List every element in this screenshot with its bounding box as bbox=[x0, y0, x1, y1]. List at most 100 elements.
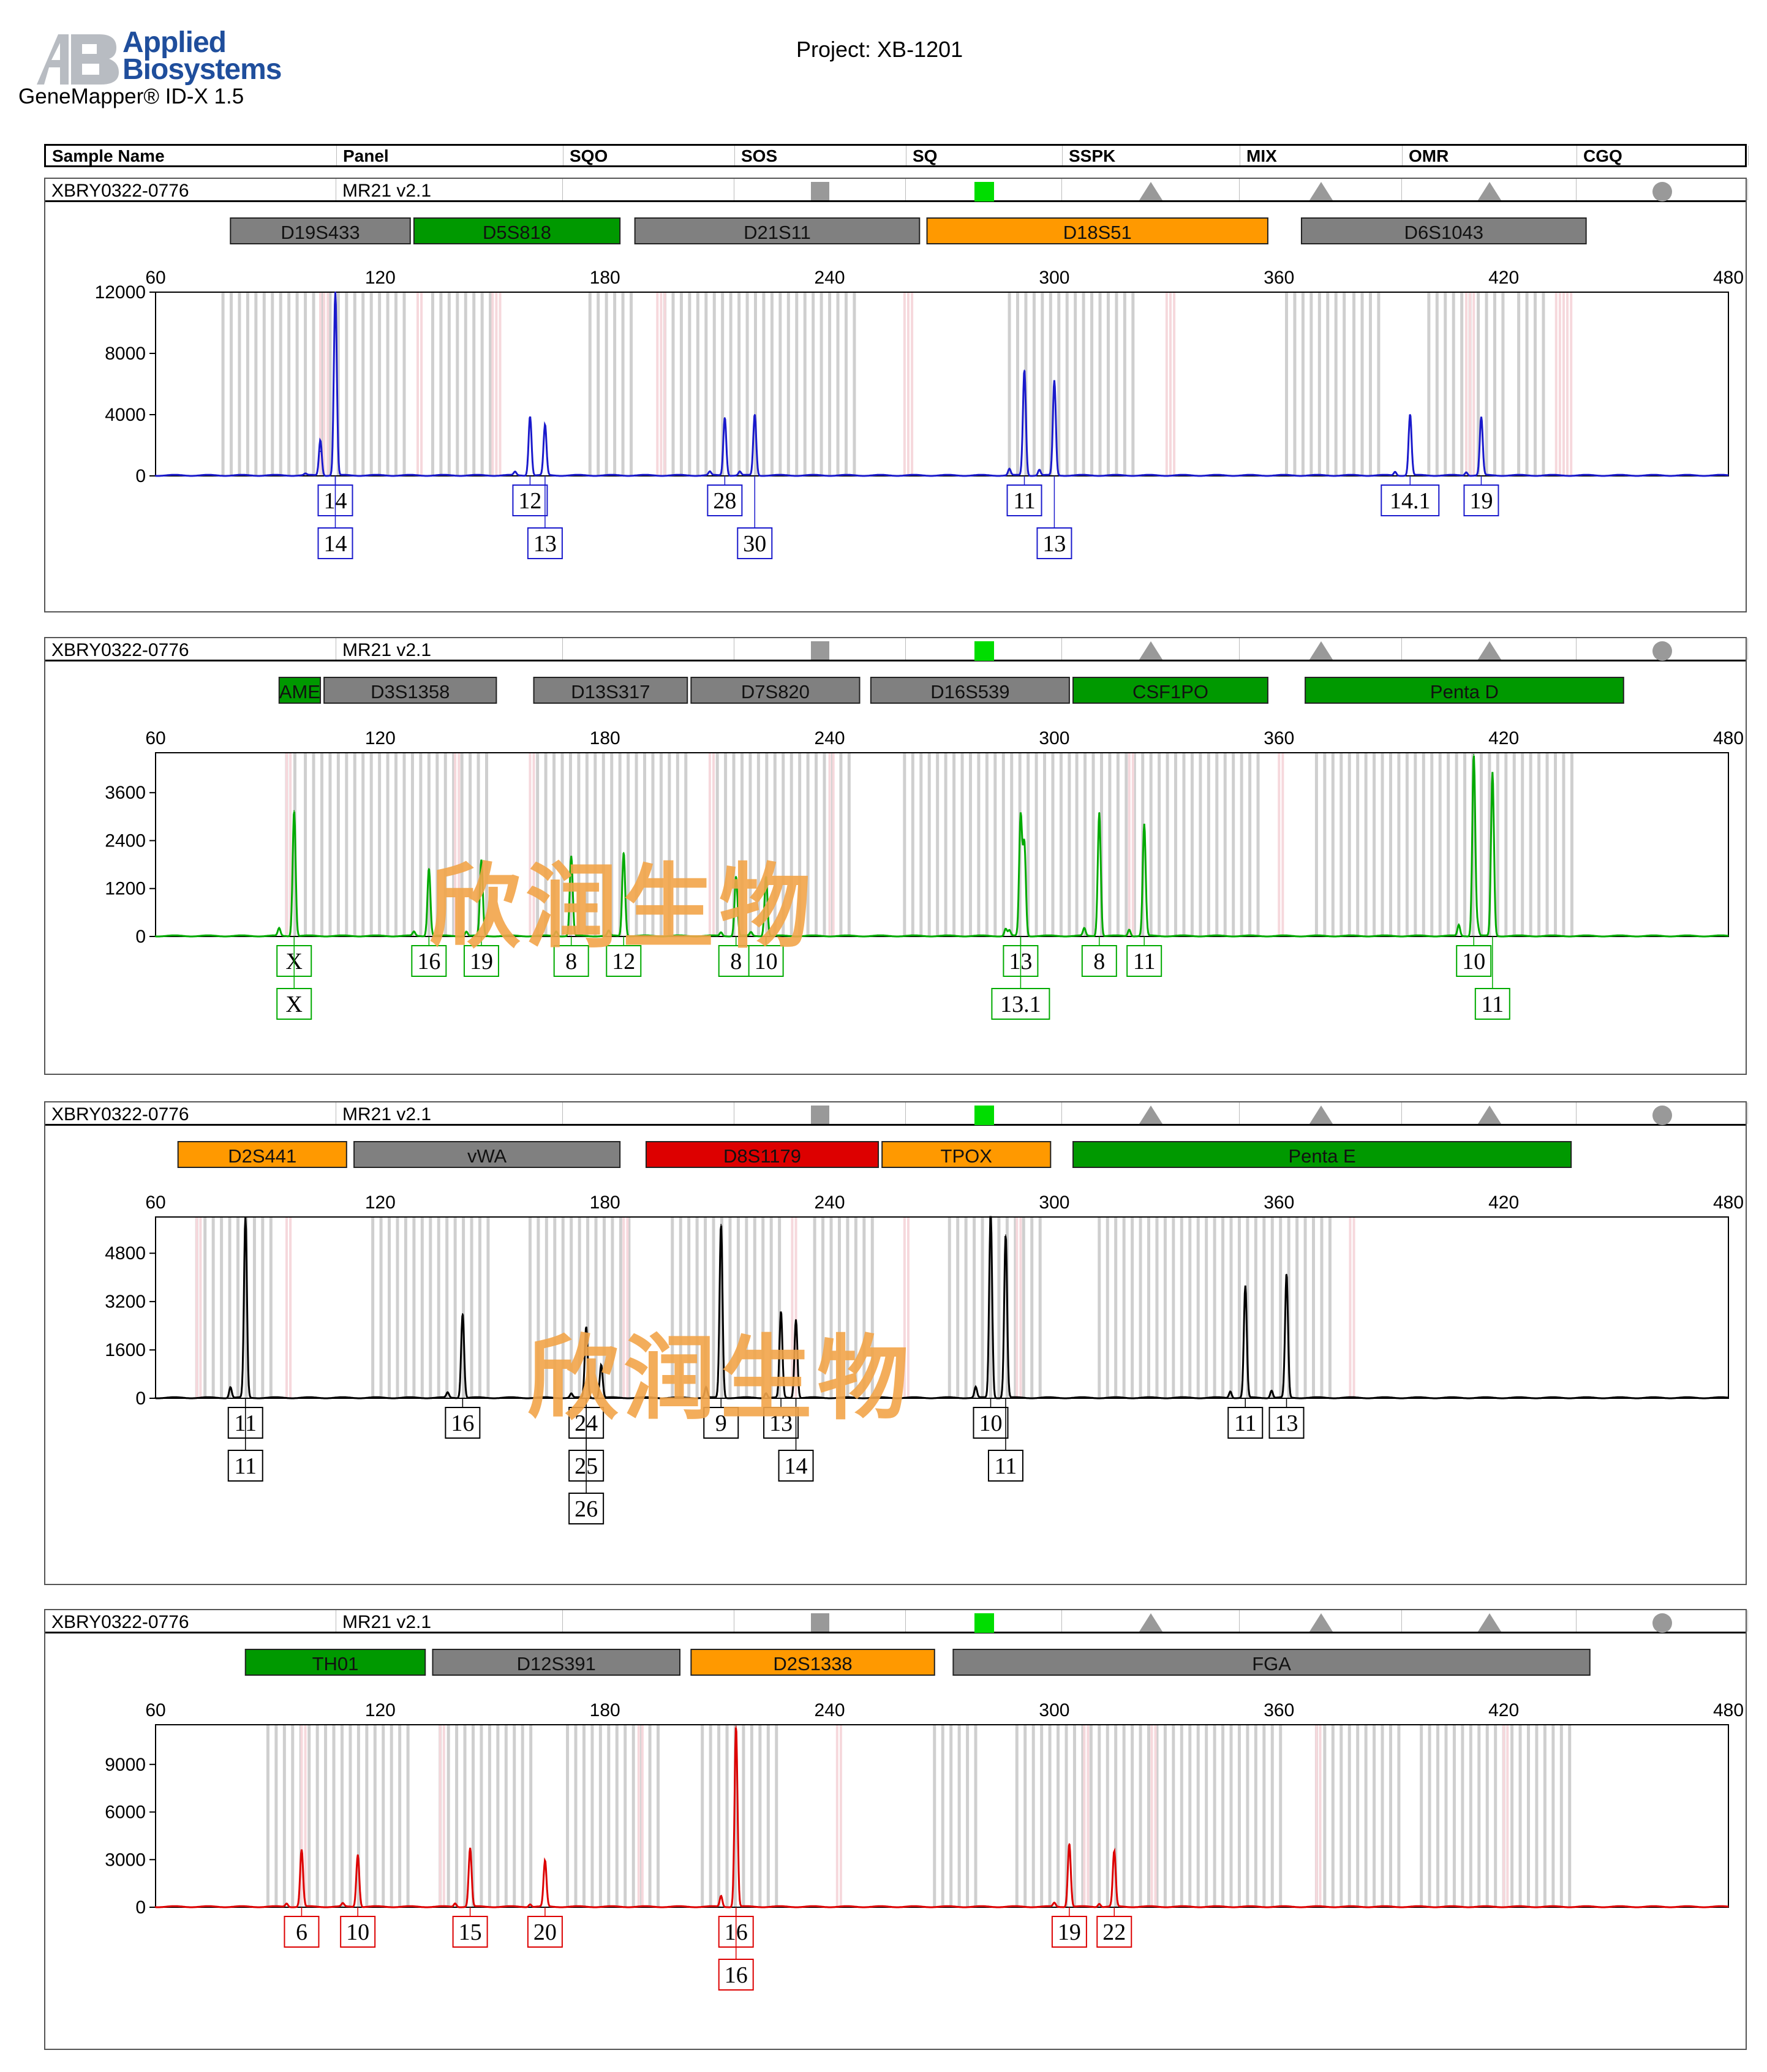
omr-flag-icon[interactable] bbox=[1477, 641, 1501, 660]
allele-box[interactable] bbox=[317, 527, 353, 559]
mix-flag-icon[interactable] bbox=[1309, 1613, 1333, 1632]
allele-box[interactable] bbox=[778, 1450, 814, 1482]
allele-box[interactable] bbox=[1456, 945, 1492, 977]
allele-box[interactable] bbox=[284, 1916, 320, 1948]
omr-flag-icon[interactable] bbox=[1477, 1613, 1501, 1632]
allele-box[interactable] bbox=[227, 1450, 263, 1482]
x-tick-label: 240 bbox=[815, 268, 845, 288]
flag-cell bbox=[1402, 1102, 1577, 1124]
cgq-flag-icon[interactable] bbox=[1652, 1613, 1672, 1633]
marker-D5S818[interactable]: D5S818 bbox=[413, 217, 621, 244]
allele-box[interactable] bbox=[737, 527, 773, 559]
marker-D21S11[interactable]: D21S11 bbox=[634, 217, 921, 244]
marker-D2S441[interactable]: D2S441 bbox=[177, 1141, 347, 1168]
electropherogram: AME D3S1358 D13S317 D7S820 D16S539 CSF1PO Pent… bbox=[105, 677, 1744, 1020]
plot-frame bbox=[155, 1216, 1729, 1399]
marker-TH01[interactable]: TH01 bbox=[244, 1649, 426, 1676]
omr-flag-icon[interactable] bbox=[1477, 1106, 1501, 1124]
marker-FGA[interactable]: FGA bbox=[952, 1649, 1591, 1676]
allele-box[interactable] bbox=[276, 988, 312, 1020]
allele-box[interactable] bbox=[606, 945, 642, 977]
cgq-flag-icon[interactable] bbox=[1652, 182, 1672, 202]
sos-flag-icon[interactable] bbox=[811, 1613, 829, 1632]
allele-label: 8 bbox=[730, 949, 742, 974]
allele-box[interactable] bbox=[973, 1407, 1009, 1439]
sq-flag-icon[interactable] bbox=[974, 1106, 994, 1125]
marker-Penta-E[interactable]: Penta E bbox=[1072, 1141, 1572, 1168]
marker-D8S1179[interactable]: D8S1179 bbox=[645, 1141, 880, 1168]
allele-box[interactable] bbox=[568, 1493, 605, 1524]
marker-D12S391[interactable]: D12S391 bbox=[432, 1649, 680, 1676]
x-tick-label: 180 bbox=[590, 268, 620, 288]
marker-D6S1043[interactable]: D6S1043 bbox=[1300, 217, 1587, 244]
allele-box[interactable] bbox=[1268, 1407, 1305, 1439]
marker-D3S1358[interactable]: D3S1358 bbox=[323, 677, 497, 704]
y-tick-label: 3000 bbox=[105, 1850, 146, 1870]
cgq-flag-icon[interactable] bbox=[1652, 1106, 1672, 1125]
allele-box[interactable] bbox=[512, 484, 548, 516]
sspk-flag-icon[interactable] bbox=[1139, 641, 1162, 660]
allele-box[interactable] bbox=[411, 945, 447, 977]
y-tick-label: 0 bbox=[135, 1897, 146, 1918]
sample-row[interactable]: XBRY0322-0776 MR21 v2.1 bbox=[45, 179, 1748, 202]
omr-flag-icon[interactable] bbox=[1477, 182, 1501, 200]
peak-point bbox=[334, 292, 336, 293]
allele-box[interactable] bbox=[718, 1959, 754, 1991]
mix-flag-icon[interactable] bbox=[1309, 182, 1333, 200]
allele-box[interactable] bbox=[527, 527, 563, 559]
marker-Penta-D[interactable]: Penta D bbox=[1305, 677, 1624, 704]
allele-box[interactable] bbox=[748, 945, 784, 977]
allele-box[interactable] bbox=[707, 484, 743, 516]
sos-flag-icon[interactable] bbox=[811, 182, 829, 200]
sq-flag-icon[interactable] bbox=[974, 182, 994, 202]
flag-cell bbox=[1577, 638, 1748, 660]
sample-row[interactable]: XBRY0322-0776 MR21 v2.1 bbox=[45, 1102, 1748, 1126]
allele-box[interactable] bbox=[991, 988, 1050, 1020]
marker-D7S820[interactable]: D7S820 bbox=[690, 677, 861, 704]
allele-box[interactable] bbox=[553, 945, 589, 977]
marker-D2S1338[interactable]: D2S1338 bbox=[690, 1649, 935, 1676]
x-tick-label: 300 bbox=[1039, 728, 1069, 748]
sspk-flag-icon[interactable] bbox=[1139, 1106, 1162, 1124]
allele-box[interactable] bbox=[463, 945, 499, 977]
allele-box[interactable] bbox=[1096, 1916, 1132, 1948]
allele-box[interactable] bbox=[763, 1407, 799, 1439]
marker-D18S51[interactable]: D18S51 bbox=[926, 217, 1268, 244]
sos-flag-icon[interactable] bbox=[811, 641, 829, 660]
sq-flag-icon[interactable] bbox=[974, 1613, 994, 1633]
marker-D19S433[interactable]: D19S433 bbox=[230, 217, 411, 244]
allele-box[interactable] bbox=[1051, 1916, 1087, 1948]
marker-CSF1PO[interactable]: CSF1PO bbox=[1072, 677, 1268, 704]
allele-box[interactable] bbox=[527, 1916, 563, 1948]
sample-row[interactable]: XBRY0322-0776 MR21 v2.1 bbox=[45, 638, 1748, 661]
allele-box[interactable] bbox=[452, 1916, 488, 1948]
sspk-flag-icon[interactable] bbox=[1139, 1613, 1162, 1632]
allele-box[interactable] bbox=[1463, 484, 1499, 516]
allele-box[interactable] bbox=[1381, 484, 1440, 516]
sample-row[interactable]: XBRY0322-0776 MR21 v2.1 bbox=[45, 1610, 1748, 1633]
marker-D16S539[interactable]: D16S539 bbox=[870, 677, 1070, 704]
allele-box[interactable] bbox=[1081, 945, 1117, 977]
allele-box[interactable] bbox=[340, 1916, 376, 1948]
marker-vWA[interactable]: vWA bbox=[353, 1141, 621, 1168]
allele-box[interactable] bbox=[987, 1450, 1023, 1482]
allele-box[interactable] bbox=[1227, 1407, 1264, 1439]
cgq-flag-icon[interactable] bbox=[1652, 641, 1672, 661]
sos-flag-icon[interactable] bbox=[811, 1106, 829, 1124]
marker-AME[interactable]: AME bbox=[278, 677, 322, 704]
marker-TPOX[interactable]: TPOX bbox=[881, 1141, 1052, 1168]
marker-label: D6S1043 bbox=[1404, 222, 1483, 243]
mix-flag-icon[interactable] bbox=[1309, 1106, 1333, 1124]
allele-box[interactable] bbox=[1036, 527, 1072, 559]
mix-flag-icon[interactable] bbox=[1309, 641, 1333, 660]
allele-box[interactable] bbox=[1006, 484, 1042, 516]
sspk-flag-icon[interactable] bbox=[1139, 182, 1162, 200]
allele-box[interactable] bbox=[445, 1407, 481, 1439]
trace-line bbox=[154, 1727, 1729, 1908]
allele-label: 13 bbox=[1275, 1411, 1298, 1436]
allele-box[interactable] bbox=[703, 1407, 739, 1439]
allele-box[interactable] bbox=[1126, 945, 1162, 977]
allele-box[interactable] bbox=[1474, 988, 1510, 1020]
sq-flag-icon[interactable] bbox=[974, 641, 994, 661]
marker-D13S317[interactable]: D13S317 bbox=[533, 677, 688, 704]
